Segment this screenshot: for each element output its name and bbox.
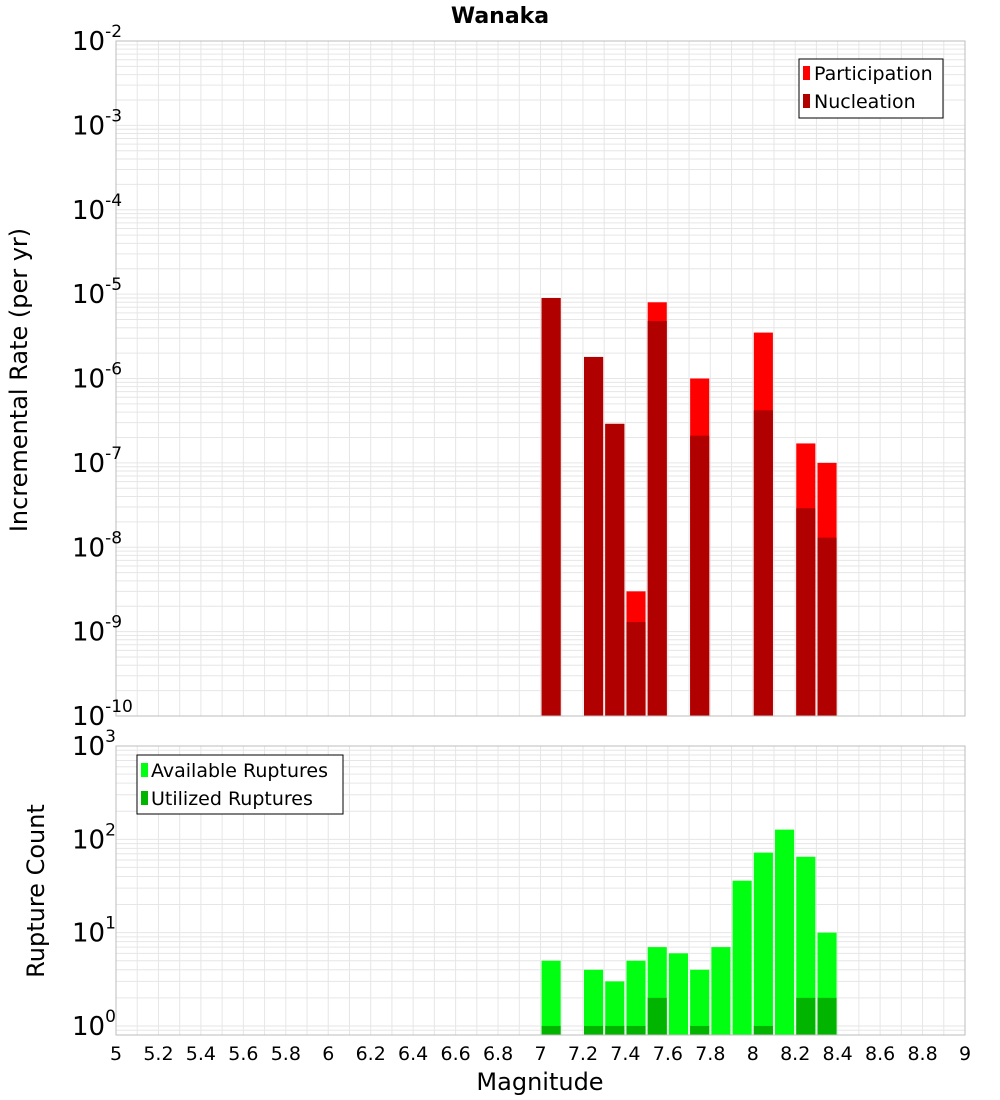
- available-ruptures-bar: [796, 856, 816, 1035]
- top-y-ticks: 10-2 10-3 10-4 10-5 10-6 10-7 10-8 10-9 10-10: [72, 22, 133, 732]
- y-tick-label: 10-4: [72, 191, 122, 226]
- utilized-ruptures-bar: [584, 1025, 604, 1035]
- available-ruptures-bar: [605, 981, 625, 1035]
- available-ruptures-bar: [753, 852, 773, 1035]
- legend-label-utilized: Utilized Ruptures: [151, 788, 313, 810]
- nucleation-bar: [796, 508, 816, 716]
- x-tick-label: 5.8: [271, 1043, 301, 1065]
- legend-label-nucleation: Nucleation: [814, 91, 916, 113]
- legend-swatch-nucleation: [803, 94, 810, 108]
- bottom-y-axis-label: Rupture Count: [22, 804, 50, 978]
- y-tick-label: 103: [72, 727, 116, 762]
- utilized-ruptures-bar: [541, 1025, 561, 1035]
- nucleation-bar: [817, 537, 837, 716]
- x-tick-label: 8.8: [907, 1043, 937, 1065]
- x-axis-label: Magnitude: [476, 1068, 603, 1096]
- top-legend-box: [798, 58, 944, 119]
- top-y-axis-label: Incremental Rate (per yr): [5, 228, 33, 532]
- x-tick-label: 7.8: [695, 1043, 725, 1065]
- available-ruptures-bar: [541, 960, 561, 1035]
- utilized-ruptures-bar: [690, 1025, 710, 1035]
- y-tick-label: 10-3: [72, 106, 122, 141]
- legend-swatch-participation: [803, 66, 810, 80]
- utilized-ruptures-bar: [817, 997, 837, 1035]
- x-tick-label: 6.6: [440, 1043, 470, 1065]
- x-ticks: 5 5.2 5.4 5.6 5.8 6 6.2 6.4 6.6 6.8 7 7.2 7.4 7.6 7.8 8…: [110, 1043, 971, 1065]
- y-tick-label: 10-2: [72, 22, 122, 57]
- x-tick-label: 6.4: [398, 1043, 428, 1065]
- y-tick-label: 10-8: [72, 528, 122, 563]
- x-tick-label: 9: [959, 1043, 971, 1065]
- x-tick-label: 8.6: [865, 1043, 895, 1065]
- utilized-ruptures-bar: [753, 1025, 773, 1035]
- nucleation-bar: [753, 410, 773, 716]
- x-tick-label: 7: [534, 1043, 546, 1065]
- top-legend: Participation Nucleation: [798, 58, 944, 119]
- y-tick-label: 100: [72, 1007, 116, 1042]
- top-panel: 10-2 10-3 10-4 10-5 10-6 10-7 10-8 10-9 10-10 In…: [5, 22, 966, 732]
- legend-label-participation: Participation: [814, 63, 933, 85]
- y-tick-label: 10-7: [72, 444, 122, 479]
- y-tick-label: 10-6: [72, 360, 122, 395]
- y-tick-label: 101: [72, 914, 116, 949]
- y-tick-label: 10-5: [72, 275, 122, 310]
- nucleation-bar: [584, 356, 604, 716]
- top-plot-frame: [115, 40, 966, 717]
- y-tick-label: 10-9: [72, 613, 122, 648]
- bottom-y-ticks: 103 102 101 100: [72, 727, 116, 1042]
- x-tick-label: 6.2: [356, 1043, 386, 1065]
- x-tick-label: 5.6: [228, 1043, 258, 1065]
- x-tick-label: 8.4: [823, 1043, 853, 1065]
- x-tick-label: 5.4: [186, 1043, 216, 1065]
- legend-swatch-utilized: [141, 791, 148, 805]
- available-ruptures-bar: [711, 947, 731, 1035]
- x-tick-label: 7.2: [568, 1043, 598, 1065]
- legend-label-available: Available Ruptures: [151, 760, 328, 782]
- bottom-legend: Available Ruptures Utilized Ruptures: [136, 754, 344, 815]
- x-tick-label: 6.8: [483, 1043, 513, 1065]
- utilized-ruptures-bar: [796, 997, 816, 1035]
- x-tick-label: 8.2: [780, 1043, 810, 1065]
- nucleation-bar: [541, 297, 561, 716]
- bottom-bars: [541, 829, 837, 1035]
- nucleation-bar: [626, 622, 646, 716]
- utilized-ruptures-bar: [605, 1025, 625, 1035]
- available-ruptures-bar: [626, 960, 646, 1035]
- chart-title: Wanaka: [451, 4, 549, 29]
- bottom-legend-box: [136, 754, 344, 815]
- available-ruptures-bar: [584, 969, 604, 1035]
- available-ruptures-bar: [732, 880, 752, 1035]
- nucleation-bar: [605, 423, 625, 716]
- available-ruptures-bar: [690, 969, 710, 1035]
- bottom-plot-frame: [115, 745, 966, 1036]
- y-tick-label: 10-10: [72, 697, 133, 732]
- x-tick-label: 8: [747, 1043, 759, 1065]
- available-ruptures-bar: [668, 953, 689, 1035]
- legend-swatch-available: [141, 763, 148, 777]
- x-tick-label: 6: [322, 1043, 334, 1065]
- x-tick-label: 5.2: [143, 1043, 173, 1065]
- utilized-ruptures-bar: [626, 1025, 646, 1035]
- y-tick-label: 102: [72, 820, 116, 855]
- utilized-ruptures-bar: [647, 997, 667, 1035]
- x-tick-label: 7.6: [653, 1043, 683, 1065]
- x-tick-label: 7.4: [610, 1043, 640, 1065]
- available-ruptures-bar: [775, 829, 795, 1035]
- x-tick-label: 5: [110, 1043, 122, 1065]
- top-bars: [541, 297, 837, 716]
- nucleation-bar: [690, 435, 710, 716]
- top-grid: [115, 40, 966, 717]
- bottom-panel: 103 102 101 100 Rupture Count Available Rup…: [22, 727, 971, 1096]
- nucleation-bar: [647, 321, 667, 716]
